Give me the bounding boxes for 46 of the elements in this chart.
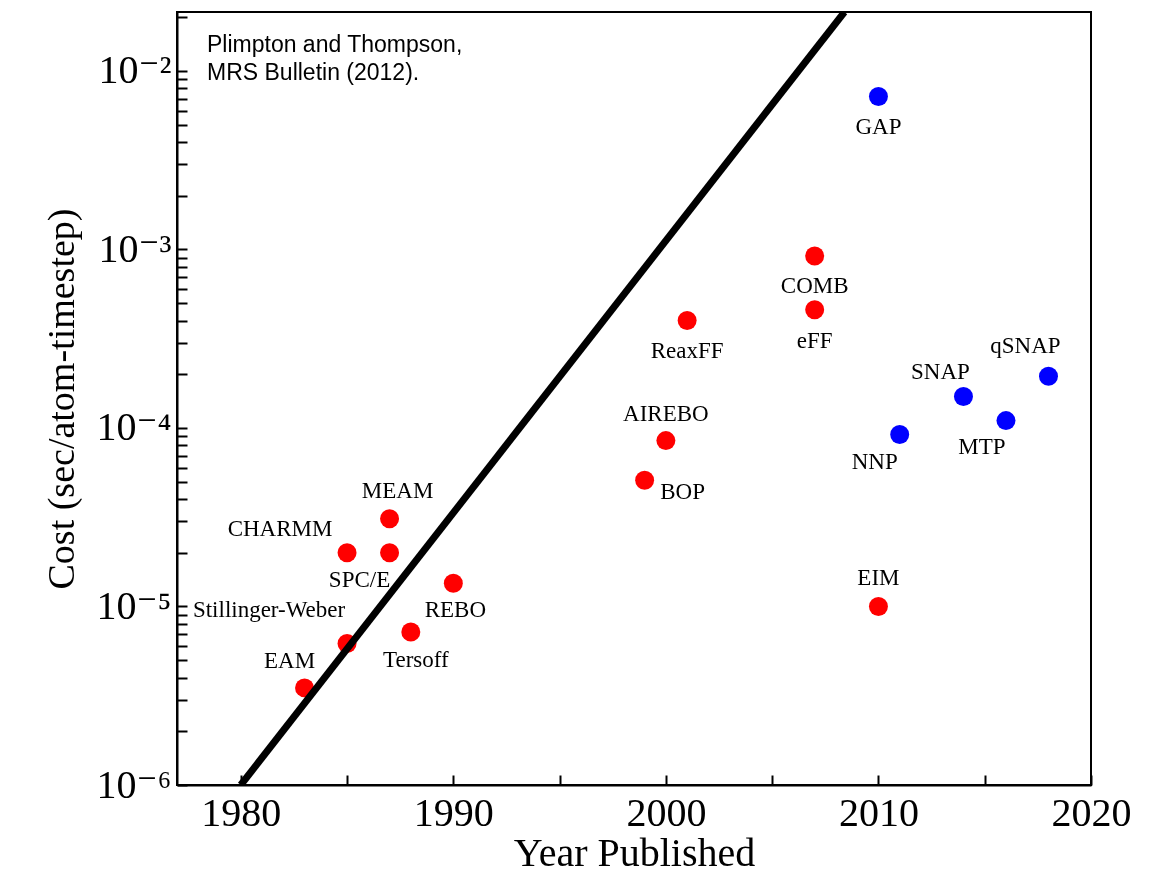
annotation: eFF [796, 327, 833, 353]
point [337, 543, 357, 563]
point [1039, 366, 1058, 386]
annotation: ReaxFF [650, 337, 724, 363]
point [868, 597, 888, 616]
point [677, 311, 697, 330]
y-tick-label: 10⁻⁵ [96, 583, 172, 628]
annotation: SPC/E [328, 566, 391, 592]
annotation: qSNAP [990, 333, 1061, 359]
x-tick-label: 1990 [413, 789, 494, 835]
point [380, 509, 400, 529]
annotation: Stillinger-Weber [192, 596, 346, 622]
y-tick-label: 10⁻⁴ [96, 404, 172, 450]
point [868, 86, 888, 106]
y-tick-label: 10⁻³ [98, 225, 172, 271]
point [996, 411, 1016, 431]
annotation: MRS Bulletin (2012). [207, 59, 420, 85]
point [656, 431, 676, 451]
annotation: REBO [424, 597, 486, 623]
y-tick-label: 10⁻⁶ [96, 761, 172, 807]
x-tick-label: 2020 [1051, 789, 1132, 835]
annotation: EAM [263, 647, 316, 673]
y-tick-label: 10⁻² [98, 47, 172, 93]
point [401, 622, 421, 642]
annotation: AIREBO [623, 400, 709, 426]
x-tick-label: 2010 [838, 789, 919, 835]
annotation: COMB [780, 272, 849, 298]
annotation: CHARMM [227, 515, 333, 541]
x-tick-label: 1980 [201, 789, 282, 835]
annotation: GAP [855, 114, 902, 140]
point [890, 424, 910, 444]
point [953, 387, 973, 407]
point [635, 470, 655, 490]
annotation: Tersoff [382, 646, 449, 672]
point [805, 300, 825, 320]
annotation: SNAP [911, 358, 970, 384]
annotation: MEAM [361, 477, 434, 503]
annotation: Plimpton and Thompson, [207, 31, 463, 57]
annotation: BOP [660, 479, 705, 505]
annotation: MTP [958, 433, 1006, 459]
point [805, 246, 825, 266]
point [380, 543, 400, 563]
annotation: EIM [857, 565, 900, 591]
y-axis-title: Cost (sec/atom-timestep) [40, 208, 84, 590]
point [443, 573, 463, 593]
annotation: NNP [851, 449, 898, 475]
